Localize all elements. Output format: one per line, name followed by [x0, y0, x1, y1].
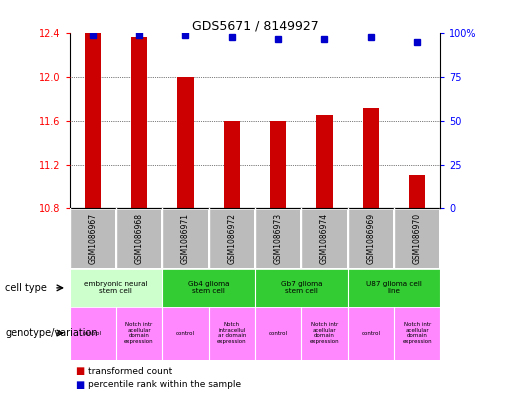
Bar [255, 269, 348, 307]
Bar [363, 108, 379, 208]
Bar [409, 176, 425, 208]
Text: GSM1086974: GSM1086974 [320, 213, 329, 264]
Bar [256, 209, 300, 268]
Bar [349, 209, 393, 268]
Bar [84, 33, 101, 208]
Bar [348, 269, 440, 307]
Bar [70, 307, 116, 360]
Bar [224, 121, 240, 208]
Text: GSM1086973: GSM1086973 [273, 213, 283, 264]
Bar [210, 209, 254, 268]
Text: Notch
intracellul
ar domain
expression: Notch intracellul ar domain expression [217, 322, 247, 344]
Text: ■: ■ [75, 380, 84, 389]
Bar [301, 307, 348, 360]
Bar [70, 269, 162, 307]
Bar [117, 209, 161, 268]
Bar [131, 37, 147, 208]
Bar [316, 116, 333, 208]
Bar [116, 307, 162, 360]
Text: Gb7 glioma
stem cell: Gb7 glioma stem cell [281, 281, 322, 294]
Bar [394, 307, 440, 360]
Text: GSM1086969: GSM1086969 [366, 213, 375, 264]
Bar [162, 307, 209, 360]
Text: control: control [362, 331, 380, 336]
Text: Notch intr
acellular
domain
expression: Notch intr acellular domain expression [310, 322, 339, 344]
Bar [177, 77, 194, 208]
Text: ■: ■ [75, 366, 84, 376]
Text: Notch intr
acellular
domain
expression: Notch intr acellular domain expression [124, 322, 154, 344]
Text: percentile rank within the sample: percentile rank within the sample [88, 380, 241, 389]
Text: control: control [176, 331, 195, 336]
Text: Gb4 glioma
stem cell: Gb4 glioma stem cell [188, 281, 229, 294]
Text: GSM1086971: GSM1086971 [181, 213, 190, 264]
Text: GSM1086972: GSM1086972 [227, 213, 236, 264]
Bar [348, 307, 394, 360]
Bar [71, 209, 115, 268]
Bar [255, 307, 301, 360]
Bar [395, 209, 439, 268]
Bar [302, 209, 347, 268]
Bar [270, 121, 286, 208]
Bar [163, 209, 208, 268]
Text: control: control [83, 331, 102, 336]
Text: genotype/variation: genotype/variation [5, 328, 98, 338]
Text: Notch intr
acellular
domain
expression: Notch intr acellular domain expression [402, 322, 432, 344]
Text: transformed count: transformed count [88, 367, 172, 376]
Title: GDS5671 / 8149927: GDS5671 / 8149927 [192, 19, 318, 32]
Text: cell type: cell type [5, 283, 47, 293]
Text: GSM1086968: GSM1086968 [134, 213, 144, 264]
Text: control: control [269, 331, 287, 336]
Text: U87 glioma cell
line: U87 glioma cell line [366, 281, 422, 294]
Text: GSM1086967: GSM1086967 [88, 213, 97, 264]
Bar [162, 269, 255, 307]
Text: GSM1086970: GSM1086970 [413, 213, 422, 264]
Text: embryonic neural
stem cell: embryonic neural stem cell [84, 281, 148, 294]
Bar [209, 307, 255, 360]
